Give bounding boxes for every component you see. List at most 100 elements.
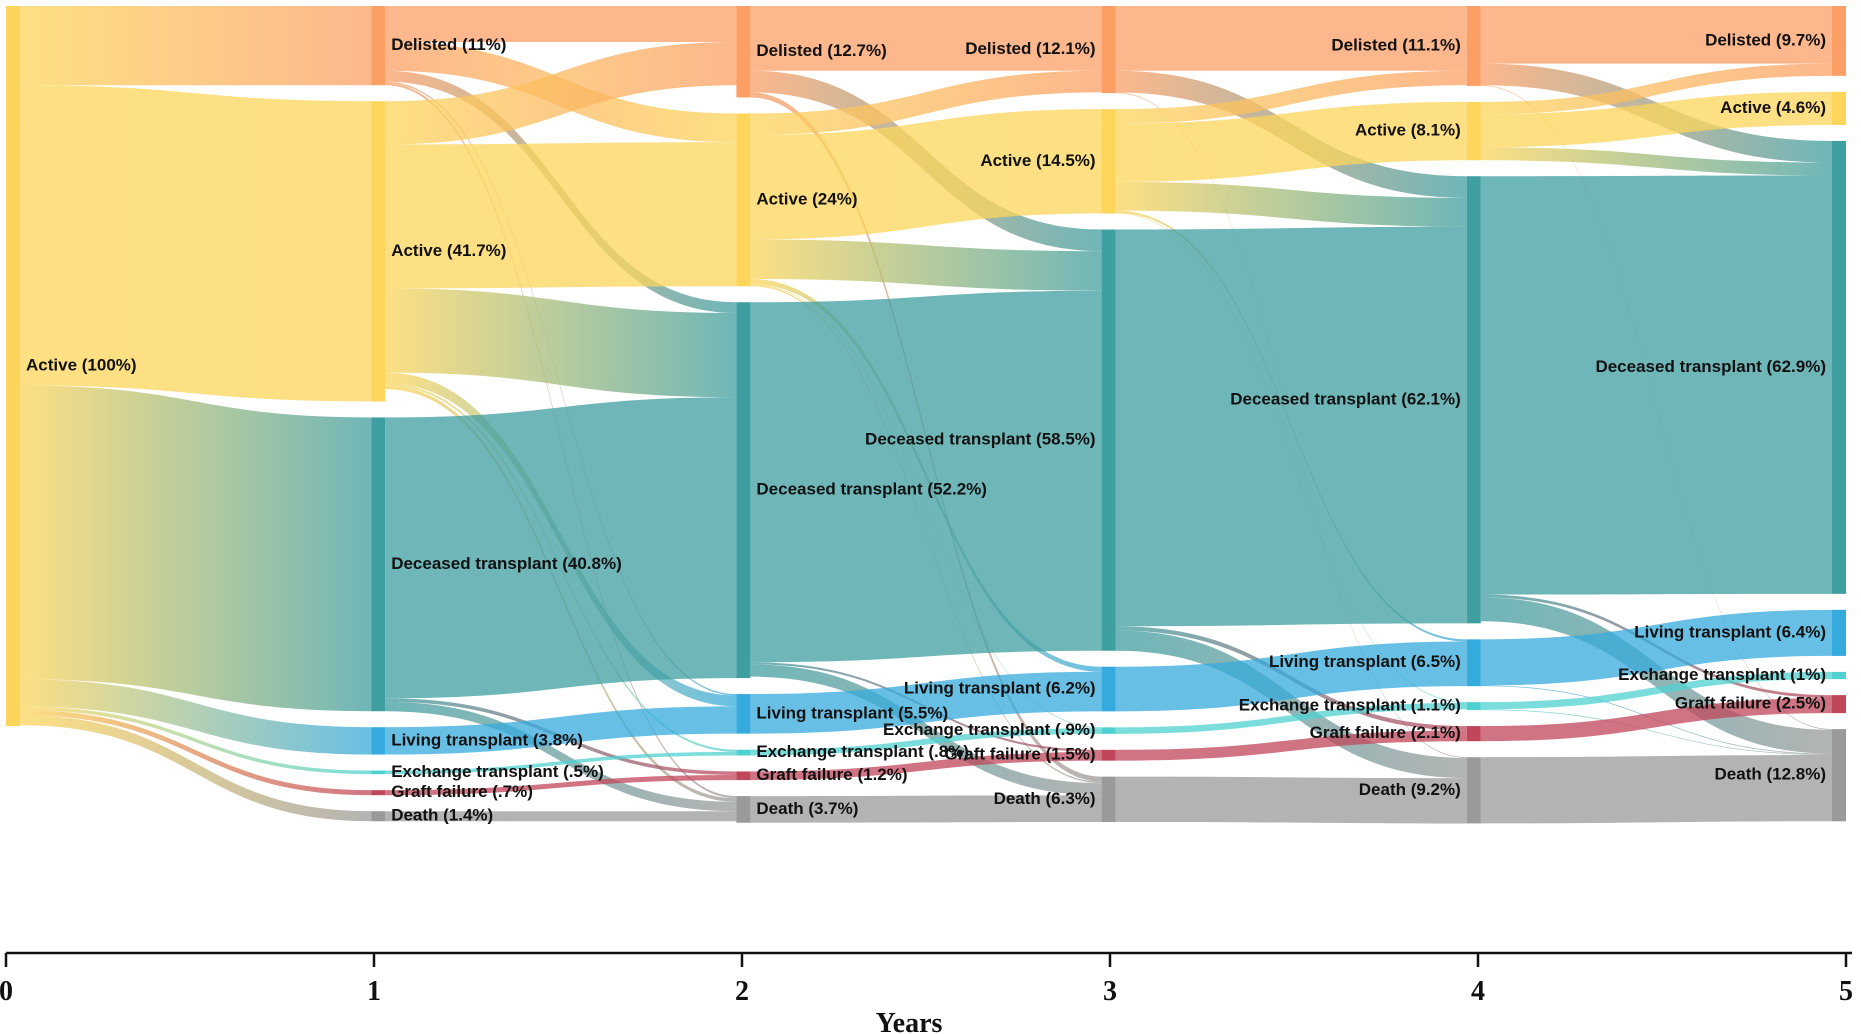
node <box>6 6 20 726</box>
node <box>371 6 386 86</box>
node <box>1101 109 1116 214</box>
node-label: Exchange transplant (1%) <box>1618 665 1826 684</box>
link <box>385 6 737 42</box>
link <box>1480 698 1832 742</box>
node-label: Deceased transplant (62.1%) <box>1230 389 1461 408</box>
link <box>1480 91 1832 148</box>
link <box>1480 671 1832 710</box>
node <box>371 101 386 402</box>
link <box>20 715 372 822</box>
link <box>750 664 1102 796</box>
node <box>1466 176 1481 624</box>
link <box>385 775 737 796</box>
link <box>385 701 737 812</box>
node-label: Death (1.4%) <box>391 806 493 825</box>
node-label: Active (24%) <box>756 189 857 208</box>
link <box>385 397 737 699</box>
node <box>1101 6 1116 94</box>
link <box>1115 6 1467 71</box>
link <box>750 239 1102 291</box>
link <box>1480 755 1832 824</box>
node <box>1832 140 1846 594</box>
node-label: Active (100%) <box>26 355 137 374</box>
node-label: Active (14.5%) <box>980 151 1095 170</box>
link <box>1480 175 1832 595</box>
link <box>750 109 1102 240</box>
link <box>385 811 737 822</box>
node <box>736 6 751 98</box>
link <box>1480 597 1832 754</box>
node-label: Delisted (11%) <box>391 35 506 54</box>
link <box>1115 730 1467 761</box>
node-label: Delisted (9.7%) <box>1705 30 1826 49</box>
node-label: Living transplant (5.5%) <box>756 703 948 722</box>
node <box>1101 776 1116 822</box>
link <box>1480 63 1832 115</box>
link <box>1480 147 1832 176</box>
node-label: Graft failure (1.5%) <box>944 745 1095 764</box>
link <box>750 671 1102 734</box>
node <box>371 770 386 775</box>
link <box>750 70 1102 136</box>
x-axis-title: Years <box>876 1008 943 1034</box>
node-label: Death (9.2%) <box>1359 780 1461 799</box>
link <box>1480 709 1832 756</box>
link <box>20 710 372 796</box>
node-label: Exchange transplant (.5%) <box>391 762 604 781</box>
node <box>736 796 751 823</box>
node <box>1832 729 1846 822</box>
node <box>1832 695 1846 714</box>
link <box>1480 609 1832 686</box>
x-tick-label: 1 <box>367 976 381 1007</box>
node <box>736 113 751 287</box>
node <box>371 727 386 755</box>
node-label: Graft failure (2.5%) <box>1675 694 1826 713</box>
node-label: Graft failure (2.1%) <box>1310 723 1461 742</box>
link <box>20 706 372 775</box>
link <box>20 385 372 712</box>
node <box>736 749 751 756</box>
node <box>736 694 751 734</box>
node-label: Graft failure (.7%) <box>391 782 533 801</box>
link <box>1115 776 1467 824</box>
node <box>1101 229 1116 651</box>
node-label: Delisted (12.1%) <box>965 39 1095 58</box>
link <box>385 288 737 398</box>
node-label: Exchange transplant (.9%) <box>883 720 1096 739</box>
link <box>750 795 1102 823</box>
node <box>1101 666 1116 712</box>
link <box>1115 181 1467 227</box>
link <box>385 42 737 145</box>
node-label: Death (3.7%) <box>756 799 858 818</box>
link <box>1115 226 1467 627</box>
node <box>1466 6 1481 86</box>
node <box>1466 757 1481 824</box>
node <box>736 771 751 781</box>
link <box>385 751 737 775</box>
node <box>1101 749 1116 761</box>
node-label: Active (41.7%) <box>391 241 506 260</box>
node <box>736 302 751 679</box>
node <box>1832 671 1846 680</box>
node-label: Deceased transplant (62.9%) <box>1595 357 1826 376</box>
link <box>1115 101 1467 182</box>
node-label: Exchange transplant (1.1%) <box>1239 696 1461 715</box>
node <box>1832 91 1846 125</box>
node <box>1832 609 1846 656</box>
links <box>20 6 1832 824</box>
node <box>1466 726 1481 742</box>
node <box>371 811 386 822</box>
node-label: Graft failure (1.2%) <box>756 765 907 784</box>
link <box>1480 6 1832 64</box>
link <box>1115 641 1467 712</box>
node <box>1466 101 1481 161</box>
link <box>1115 630 1467 779</box>
node-label: Death (12.8%) <box>1715 765 1826 784</box>
node-label: Living transplant (6.5%) <box>1269 652 1461 671</box>
x-tick-label: 2 <box>735 976 749 1007</box>
link <box>750 752 1102 781</box>
link <box>1115 702 1467 734</box>
node-label: Deceased transplant (52.2%) <box>756 480 987 499</box>
node-label: Death (6.3%) <box>994 789 1096 808</box>
